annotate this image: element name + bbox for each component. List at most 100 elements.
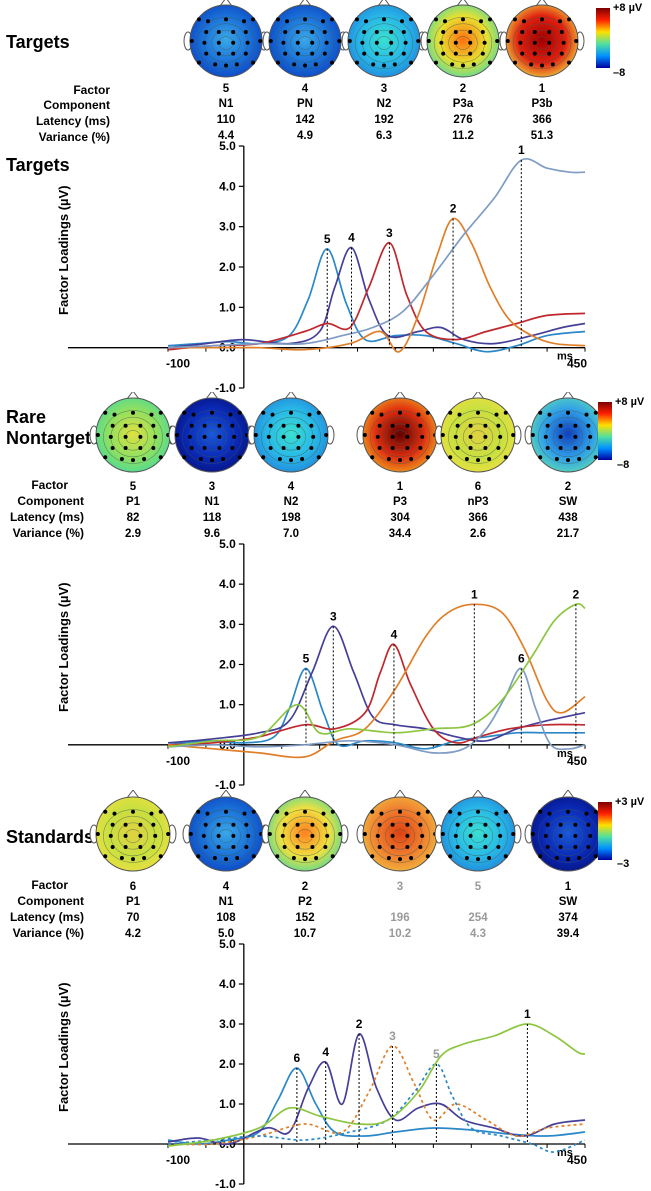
electrode-dot [405,822,410,827]
x-tick-label: -100 [166,1153,190,1167]
factor-factor-cell: 1 [538,83,546,95]
electrode-dot [513,17,517,22]
electrode-dot [425,854,430,859]
electrode-dot [355,17,359,22]
row-label-latency: Latency (ms) [9,910,84,924]
electrode-dot [355,60,359,65]
factor-component-cell: P3a [452,98,474,110]
electrode-dot [309,423,314,428]
electrode-dot [364,19,368,24]
electrode-dot [123,445,128,450]
electrode-dot [295,833,300,838]
electrode-dot [495,39,500,43]
electrode-dot [201,833,206,838]
factor-component-cell: P3b [531,98,553,110]
electrode-dot [379,811,384,816]
contour-line [538,410,598,464]
electrode-dot [450,62,455,67]
electrode-dot [425,410,430,415]
factor-factor-cell: 2 [301,881,309,893]
electrode-dot [545,822,550,827]
factor-variance-cell: 11.2 [452,130,474,142]
electrode-dot [158,410,163,415]
electrode-dot [268,423,273,428]
factor-factor-cell: 5 [474,881,482,893]
y-tick-label: 4.0 [219,179,236,193]
electrode-dot [197,17,201,22]
electrode-dot [151,423,156,428]
topomap-factor-3 [341,0,427,78]
electrode-dot [231,822,236,827]
electrode-dot [532,40,537,45]
electrode-dot [545,445,550,450]
electrode-dot [566,857,570,862]
electrode-dot [483,445,488,450]
colorbar-top-label: +8 µV [613,2,643,14]
electrode-dot [573,833,578,838]
series-line-factor-1 [167,603,586,759]
electrode-dot [234,62,239,67]
electrode-dot [282,822,287,827]
electrode-dot [468,423,473,428]
electrode-dot [216,30,221,34]
electrode-dot [316,455,321,460]
electrode-dot [321,19,325,24]
y-tick-label: 5.0 [219,140,236,153]
electrode-dot [588,833,593,838]
electrode-dot [390,822,395,827]
electrode-dot [409,60,413,65]
electrode-dot [483,423,488,428]
electrode-dot [426,39,431,43]
electrode-dot [281,445,286,450]
electrode-dot [476,458,480,463]
factor-factor-cell: 2 [564,481,572,493]
electrode-dot [494,412,499,417]
factor-component-cell: P1 [125,896,141,908]
y-tick-label: -1.0 [215,381,236,395]
electrode-dot [296,445,301,450]
electrode-dot [370,854,375,859]
electrode-dot [440,433,445,437]
electrode-dot [375,833,380,838]
electrode-dot [558,445,563,450]
electrode-dot [131,809,135,814]
electrode-dot [441,51,446,56]
factor-variance-cell: 10.7 [293,928,317,940]
electrode-dot [153,434,158,439]
electrode-dot [316,410,321,415]
electrode-dot [303,17,307,22]
factor-component-cell: SW [558,496,578,508]
electrode-dot [503,809,508,814]
electrode-dot [182,410,187,415]
nose-icon [471,790,485,799]
electrode-dot [538,410,543,415]
electrode-dot [586,844,591,849]
electrode-dot [532,51,537,56]
electrode-dot [310,30,315,34]
electrode-dot [270,412,275,417]
electrode-dot [268,39,273,43]
electrode-dot [276,60,280,65]
electrode-dot [231,40,236,45]
electrode-dot [487,856,492,861]
electrode-dot [543,833,548,838]
electrode-dot [275,854,280,859]
electrode-dot [455,445,460,450]
electrode-dot [330,17,334,22]
electrode-dot [593,410,598,415]
contour-line [196,16,256,70]
y-tick-label: -1.0 [215,1177,236,1191]
electrode-dot [281,40,286,45]
contour-line [448,410,508,464]
electrode-dot [119,457,124,462]
electrode-dot [405,833,410,838]
electrode-dot [522,19,526,24]
electrode-dot [468,40,473,45]
electrode-dot [151,822,156,827]
factor-variance-cell: 21.7 [556,528,580,540]
electrode-dot [108,833,113,838]
electrode-dot [216,833,221,838]
electrode-dot [281,423,286,428]
